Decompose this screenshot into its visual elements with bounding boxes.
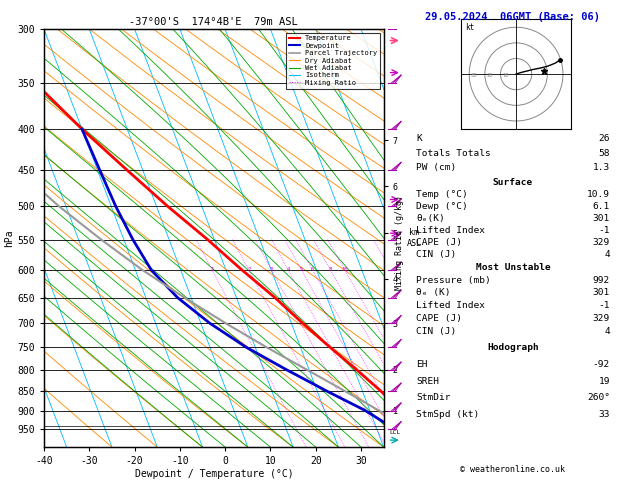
- Text: PW (cm): PW (cm): [416, 163, 456, 172]
- Title: -37°00'S  174°4B'E  79m ASL: -37°00'S 174°4B'E 79m ASL: [130, 17, 298, 27]
- Text: 29.05.2024  06GMT (Base: 06): 29.05.2024 06GMT (Base: 06): [425, 12, 600, 22]
- Text: Dewp (°C): Dewp (°C): [416, 202, 468, 211]
- Text: 6: 6: [311, 267, 314, 272]
- Text: 329: 329: [593, 314, 610, 323]
- Text: SREH: SREH: [416, 377, 439, 385]
- Text: 30: 30: [470, 73, 477, 78]
- Text: 8: 8: [329, 267, 332, 272]
- Text: StmSpd (kt): StmSpd (kt): [416, 410, 479, 419]
- Text: 33: 33: [598, 410, 610, 419]
- Text: Most Unstable: Most Unstable: [476, 263, 550, 272]
- Text: 10: 10: [502, 73, 508, 78]
- Text: Totals Totals: Totals Totals: [416, 149, 491, 157]
- Text: -1: -1: [598, 226, 610, 235]
- Text: 2: 2: [247, 267, 250, 272]
- Text: CIN (J): CIN (J): [416, 249, 456, 259]
- Text: 3: 3: [270, 267, 273, 272]
- Text: 4: 4: [604, 327, 610, 336]
- Text: CIN (J): CIN (J): [416, 327, 456, 336]
- Text: kt: kt: [465, 23, 474, 32]
- Text: 5: 5: [300, 267, 303, 272]
- Text: 260°: 260°: [587, 393, 610, 402]
- Text: Mixing Ratio (g/kg): Mixing Ratio (g/kg): [395, 195, 404, 291]
- Text: 20: 20: [486, 73, 493, 78]
- Text: 10: 10: [342, 267, 348, 272]
- Text: StmDir: StmDir: [416, 393, 450, 402]
- Text: 992: 992: [593, 276, 610, 285]
- Legend: Temperature, Dewpoint, Parcel Trajectory, Dry Adiabat, Wet Adiabat, Isotherm, Mi: Temperature, Dewpoint, Parcel Trajectory…: [286, 33, 380, 88]
- Text: 301: 301: [593, 214, 610, 223]
- Text: Temp (°C): Temp (°C): [416, 190, 468, 199]
- Text: 1.3: 1.3: [593, 163, 610, 172]
- Text: K: K: [416, 134, 422, 143]
- Text: 58: 58: [598, 149, 610, 157]
- Text: Lifted Index: Lifted Index: [416, 301, 485, 310]
- Text: Lifted Index: Lifted Index: [416, 226, 485, 235]
- Text: Pressure (mb): Pressure (mb): [416, 276, 491, 285]
- Text: 26: 26: [598, 134, 610, 143]
- Text: 301: 301: [593, 289, 610, 297]
- Text: 19: 19: [598, 377, 610, 385]
- Text: EH: EH: [416, 360, 428, 369]
- Text: CAPE (J): CAPE (J): [416, 314, 462, 323]
- Text: -1: -1: [598, 301, 610, 310]
- Text: 4: 4: [604, 249, 610, 259]
- Text: 10.9: 10.9: [587, 190, 610, 199]
- Text: 4: 4: [286, 267, 290, 272]
- Text: Hodograph: Hodograph: [487, 343, 539, 352]
- Text: 329: 329: [593, 238, 610, 246]
- Text: -92: -92: [593, 360, 610, 369]
- Text: θₑ (K): θₑ (K): [416, 289, 450, 297]
- Text: θₑ(K): θₑ(K): [416, 214, 445, 223]
- X-axis label: Dewpoint / Temperature (°C): Dewpoint / Temperature (°C): [135, 469, 293, 479]
- Text: LCL: LCL: [389, 430, 400, 435]
- Text: CAPE (J): CAPE (J): [416, 238, 462, 246]
- Text: 6.1: 6.1: [593, 202, 610, 211]
- Y-axis label: km
ASL: km ASL: [407, 228, 422, 248]
- Text: Surface: Surface: [493, 178, 533, 187]
- Text: © weatheronline.co.uk: © weatheronline.co.uk: [460, 465, 565, 474]
- Text: 1: 1: [211, 267, 214, 272]
- Y-axis label: hPa: hPa: [4, 229, 14, 247]
